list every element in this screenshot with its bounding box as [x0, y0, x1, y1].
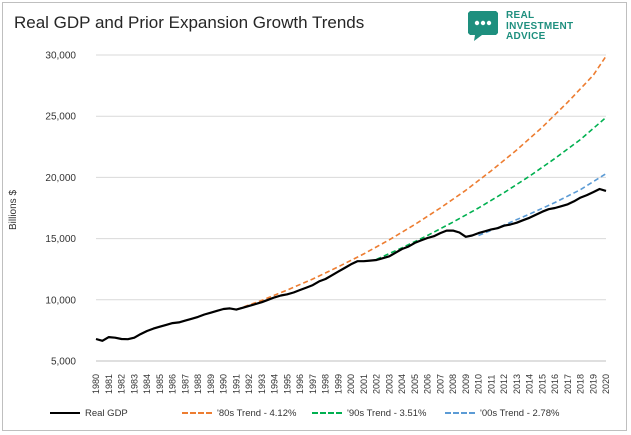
- x-tick-label: 2008: [448, 374, 458, 394]
- legend-swatch: [50, 412, 80, 414]
- x-tick-label: 1981: [104, 374, 114, 394]
- y-tick-label: 15,000: [45, 234, 76, 245]
- x-tick-label: 2003: [384, 374, 394, 394]
- x-tick-label: 1987: [180, 374, 190, 394]
- x-tick-label: 2014: [525, 374, 535, 394]
- y-tick-label: 10,000: [45, 295, 76, 306]
- x-tick-label: 2007: [435, 374, 445, 394]
- logo-line-1: REAL: [506, 10, 535, 21]
- x-tick-label: 1996: [295, 374, 305, 394]
- logo-line-2: INVESTMENT: [506, 20, 574, 32]
- x-tick-label: 2011: [486, 375, 496, 394]
- series-lines: [95, 55, 607, 342]
- logo-text: REAL INVESTMENT ADVICE: [506, 10, 574, 43]
- x-tick-label: 2016: [550, 374, 560, 394]
- chat-bubble-icon: [468, 11, 498, 41]
- x-tick-label: 1986: [168, 374, 178, 394]
- x-tick-label: 2000: [346, 374, 356, 394]
- x-tick-label: 2020: [601, 374, 611, 394]
- chart-title: Real GDP and Prior Expansion Growth Tren…: [14, 13, 365, 32]
- x-tick-label: 1983: [129, 374, 139, 394]
- x-tick-label: 2002: [372, 374, 382, 394]
- y-tick-label: 25,000: [45, 112, 76, 123]
- legend-swatch: [312, 412, 342, 414]
- legend-label: '00s Trend - 2.78%: [480, 407, 560, 419]
- x-tick-label: 1985: [155, 374, 165, 394]
- y-tick-label: 30,000: [45, 51, 76, 62]
- x-tick-label: 2001: [359, 374, 369, 394]
- x-tick-label: 2006: [423, 374, 433, 394]
- legend-item: '80s Trend - 4.12%: [182, 405, 296, 421]
- x-tick-label: 1999: [333, 374, 343, 394]
- x-tick-label: 1997: [308, 374, 318, 394]
- legend-label: Real GDP: [85, 407, 128, 419]
- y-tick-label: 5,000: [51, 357, 76, 368]
- legend-swatch: [182, 412, 212, 414]
- x-tick-label: 2013: [512, 374, 522, 394]
- x-tick-label: 1988: [193, 374, 203, 394]
- x-tick-label: 2015: [537, 374, 547, 394]
- x-tick-label: 2017: [563, 374, 573, 394]
- x-tick-label: 1993: [257, 374, 267, 394]
- x-tick-label: 2018: [576, 374, 586, 394]
- x-tick-label: 1991: [231, 374, 241, 394]
- x-tick-label: 1982: [117, 374, 127, 394]
- x-tick-label: 1994: [270, 374, 280, 394]
- legend-item: '90s Trend - 3.51%: [312, 405, 426, 421]
- x-tick-label: 1995: [282, 374, 292, 394]
- series-line: [376, 116, 607, 261]
- gridlines: [96, 54, 606, 362]
- logo: REAL INVESTMENT ADVICE: [466, 9, 616, 45]
- legend-label: '90s Trend - 3.51%: [347, 407, 427, 419]
- x-tick-label: 1980: [91, 374, 101, 394]
- x-tick-label: 1992: [244, 374, 254, 394]
- x-tick-label: 1984: [142, 374, 152, 394]
- x-tick-label: 2019: [588, 374, 598, 394]
- x-tick-label: 2009: [461, 374, 471, 394]
- x-tick-label: 2004: [397, 374, 407, 394]
- legend-swatch: [445, 412, 475, 414]
- legend-item: Real GDP: [50, 405, 128, 421]
- series-line: [95, 187, 607, 342]
- legend: Real GDP '80s Trend - 4.12% '90s Trend - 3…: [0, 405, 631, 421]
- series-line: [478, 173, 607, 237]
- x-tick-label: 2010: [474, 374, 484, 394]
- logo-line-3: ADVICE: [506, 31, 546, 42]
- x-tick-label: 2012: [499, 374, 509, 394]
- series-line: [236, 55, 607, 311]
- x-tick-label: 1990: [219, 374, 229, 394]
- x-tick-label: 1998: [321, 374, 331, 394]
- y-tick-label: 20,000: [45, 173, 76, 184]
- legend-item: '00s Trend - 2.78%: [445, 405, 559, 421]
- x-tick-label: 2005: [410, 374, 420, 394]
- y-tick-labels: 5,000 10,000 15,000 20,000 25,000 30,000: [45, 51, 76, 368]
- legend-label: '80s Trend - 4.12%: [217, 407, 297, 419]
- x-tick-label: 1989: [206, 374, 216, 394]
- x-tick-labels: 1980 1981 1982 1983 1984 1985 1986 1987 1988 1989…: [91, 374, 611, 394]
